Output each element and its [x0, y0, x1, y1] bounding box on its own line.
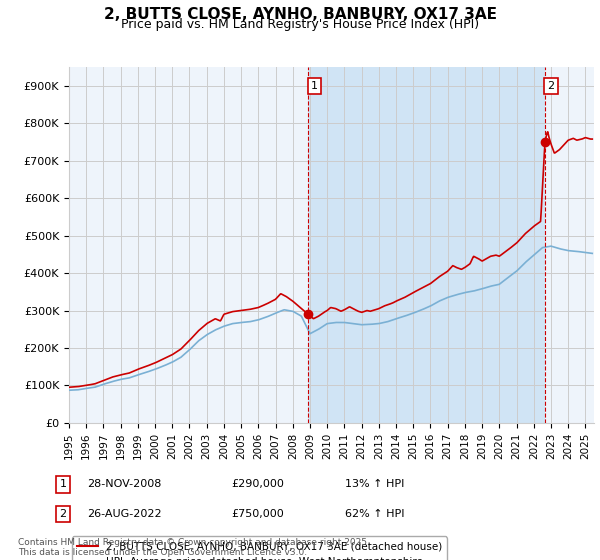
Text: Price paid vs. HM Land Registry's House Price Index (HPI): Price paid vs. HM Land Registry's House … [121, 18, 479, 31]
Text: 1: 1 [59, 479, 67, 489]
Text: 1: 1 [311, 81, 318, 91]
Text: 2, BUTTS CLOSE, AYNHO, BANBURY, OX17 3AE: 2, BUTTS CLOSE, AYNHO, BANBURY, OX17 3AE [104, 7, 497, 22]
Text: 13% ↑ HPI: 13% ↑ HPI [345, 479, 404, 489]
Text: 62% ↑ HPI: 62% ↑ HPI [345, 509, 404, 519]
Legend: 2, BUTTS CLOSE, AYNHO, BANBURY, OX17 3AE (detached house), HPI: Average price, d: 2, BUTTS CLOSE, AYNHO, BANBURY, OX17 3AE… [71, 536, 448, 560]
Bar [308, 67, 545, 423]
Text: 2: 2 [59, 509, 67, 519]
Text: 2: 2 [548, 81, 554, 91]
Text: 28-NOV-2008: 28-NOV-2008 [87, 479, 161, 489]
Text: £750,000: £750,000 [231, 509, 284, 519]
Text: £290,000: £290,000 [231, 479, 284, 489]
Text: 26-AUG-2022: 26-AUG-2022 [87, 509, 161, 519]
Text: Contains HM Land Registry data © Crown copyright and database right 2025.
This d: Contains HM Land Registry data © Crown c… [18, 538, 370, 557]
